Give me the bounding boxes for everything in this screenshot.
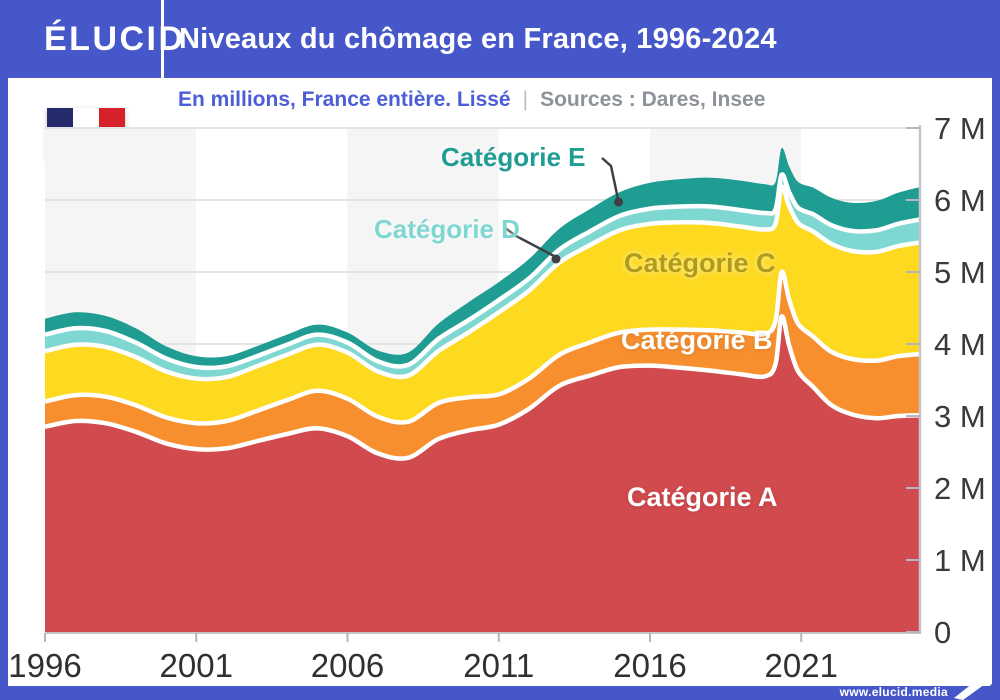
category-d-label: Catégorie D — [374, 214, 520, 244]
flag-blue-stripe — [47, 108, 73, 160]
header-bar: ÉLUCID Niveaux du chômage en France, 199… — [0, 0, 1000, 78]
flag-white-stripe — [73, 108, 99, 160]
chart-subtitle: En millions, France entière. Lissé | Sou… — [178, 88, 765, 112]
footer-bar — [0, 686, 1000, 700]
category-e-label: Catégorie E — [441, 142, 586, 172]
subtitle-sources: Sources : Dares, Insee — [540, 88, 766, 111]
category-b-label: Catégorie B — [621, 325, 773, 355]
subtitle-note: En millions, France entière. Lissé — [178, 88, 511, 111]
category-a-label: Catégorie A — [627, 482, 778, 512]
header-divider — [161, 0, 164, 78]
flag-red-stripe — [99, 108, 125, 160]
elucid-logo: ÉLUCID — [44, 20, 186, 58]
footer-url: www.elucid.media — [839, 685, 948, 699]
page-title: Niveaux du chômage en France, 1996-2024 — [179, 23, 777, 55]
category-c-label: Catégorie C — [624, 248, 776, 278]
elucid-pennant-icon — [954, 668, 992, 700]
france-flag-icon — [47, 108, 125, 160]
subtitle-separator: | — [522, 88, 529, 111]
